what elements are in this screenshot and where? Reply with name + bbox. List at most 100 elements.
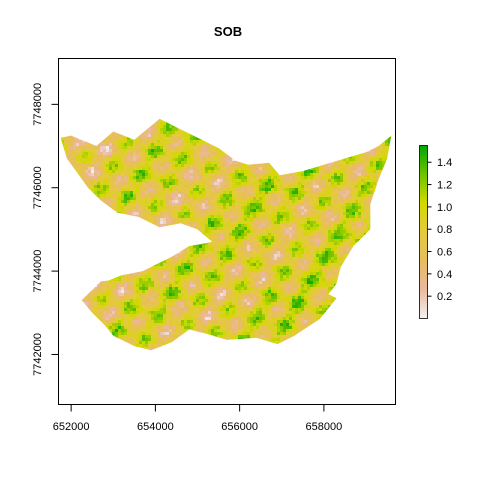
raster-cell <box>196 143 200 147</box>
raster-cell <box>271 113 274 116</box>
raster-cell <box>85 206 89 210</box>
raster-cell <box>190 137 194 141</box>
raster-cell <box>355 197 359 201</box>
raster-cell <box>340 170 344 174</box>
raster-cell <box>67 194 71 198</box>
raster-cell <box>73 212 77 216</box>
raster-cell <box>226 227 230 231</box>
raster-cell <box>82 221 86 225</box>
raster-cell <box>178 110 181 113</box>
raster-cell <box>373 221 377 225</box>
raster-cell <box>310 230 314 234</box>
raster-cell <box>259 197 263 201</box>
raster-cell <box>250 152 254 156</box>
raster-cell <box>73 137 77 141</box>
raster-cell <box>226 179 230 183</box>
raster-cell <box>103 134 107 138</box>
raster-cell <box>70 188 74 192</box>
raster-cell <box>223 209 227 213</box>
raster-cell <box>304 122 308 126</box>
raster-cell <box>205 119 209 123</box>
raster-cell <box>235 125 239 129</box>
raster-cell <box>211 158 215 162</box>
raster-cell <box>127 242 131 246</box>
raster-cell <box>133 158 137 162</box>
raster-cell <box>70 209 74 213</box>
raster-cell <box>382 206 386 210</box>
raster-cell <box>187 182 191 186</box>
raster-cell <box>133 170 137 174</box>
raster-cell <box>364 146 368 150</box>
raster-cell <box>376 137 380 141</box>
raster-cell <box>106 239 110 243</box>
raster-cell <box>247 146 251 150</box>
raster-cell <box>373 203 377 207</box>
raster-cell <box>196 191 200 195</box>
raster-cell <box>343 215 347 219</box>
raster-cell <box>298 128 302 132</box>
raster-cell <box>358 224 362 228</box>
raster-cell <box>133 218 137 222</box>
raster-cell <box>223 206 227 210</box>
raster-cell <box>364 137 368 141</box>
raster-cell <box>247 164 251 168</box>
raster-cell <box>355 137 359 141</box>
raster-cell <box>289 212 293 216</box>
raster-cell <box>82 122 86 126</box>
raster-cell <box>370 209 374 213</box>
raster-cell <box>151 203 155 207</box>
raster-cell <box>232 167 236 171</box>
raster-cell <box>265 206 269 210</box>
raster-cell <box>274 167 278 171</box>
raster-cell <box>229 212 233 216</box>
raster-cell <box>298 164 302 168</box>
raster-cell <box>223 131 227 135</box>
raster-cell <box>373 176 377 180</box>
raster-cell <box>370 146 374 150</box>
raster-cell <box>229 164 233 168</box>
raster-cell <box>235 161 239 165</box>
raster-cell <box>79 143 83 147</box>
raster-cell <box>112 203 116 207</box>
raster-cell <box>238 128 242 132</box>
raster-cell <box>151 146 155 150</box>
raster-cell <box>337 167 341 171</box>
raster-cell <box>286 176 290 180</box>
raster-cell <box>232 122 236 126</box>
raster-cell <box>268 167 272 171</box>
raster-cell <box>223 152 227 156</box>
raster-cell <box>148 134 152 138</box>
raster-cell <box>361 176 365 180</box>
raster-cell <box>289 233 293 237</box>
raster-cell <box>361 113 364 116</box>
raster-cell <box>298 236 302 240</box>
raster-cell <box>238 113 241 116</box>
raster-cell <box>301 179 305 183</box>
raster-cell <box>148 149 152 153</box>
raster-cell <box>112 242 116 246</box>
raster-cell <box>340 233 344 237</box>
raster-cell <box>85 218 89 222</box>
raster-cell <box>286 134 290 138</box>
raster-cell <box>136 209 140 213</box>
raster-cell <box>190 170 194 174</box>
raster-cell <box>121 179 125 183</box>
raster-cell <box>358 233 362 237</box>
raster-cell <box>277 215 281 219</box>
raster-cell <box>235 149 239 153</box>
raster-cell <box>109 140 113 144</box>
raster-cell <box>289 140 293 144</box>
raster-cell <box>97 188 101 192</box>
raster-cell <box>271 212 275 216</box>
raster-cell <box>139 239 143 243</box>
raster-cell <box>307 191 311 195</box>
raster-cell <box>298 197 302 201</box>
raster-cell <box>334 118 338 120</box>
raster-cell <box>64 188 68 192</box>
raster-cell <box>148 158 152 162</box>
raster-cell <box>241 209 245 213</box>
raster-cell <box>325 197 329 201</box>
raster-cell <box>343 125 347 129</box>
raster-cell <box>64 218 68 222</box>
raster-cell <box>154 122 158 126</box>
